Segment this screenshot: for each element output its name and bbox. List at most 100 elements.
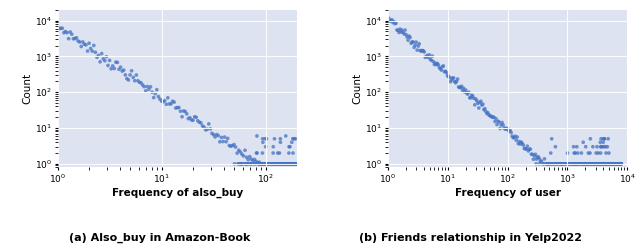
Point [430,61,440,65]
Point [588,162,598,166]
Point [276,162,286,166]
Point [212,133,222,137]
Point [482,112,492,116]
Point [586,162,596,166]
Point [276,162,286,166]
Point [288,162,298,166]
Point [591,162,601,166]
Point [612,162,623,166]
Point [273,162,284,166]
Point [87,49,97,53]
Point [273,162,283,166]
Point [595,151,605,155]
Point [291,137,301,141]
Point [609,162,620,166]
Point [589,162,599,166]
Point [141,89,151,93]
Point [266,162,276,166]
Point [601,162,611,166]
Point [388,21,398,25]
Point [401,33,411,37]
Point [290,162,300,166]
Point [601,151,611,155]
Point [274,162,284,166]
Point [615,162,625,166]
Point [255,162,266,166]
Point [564,162,574,166]
Point [398,31,408,34]
Point [486,115,496,119]
Point [571,162,581,166]
Point [400,28,410,32]
Point [473,101,483,105]
Point [451,81,461,85]
Point [575,162,585,166]
Point [597,145,607,149]
Point [598,162,608,166]
Point [569,162,579,166]
Y-axis label: Count: Count [22,73,32,104]
Point [136,81,146,85]
Point [524,147,534,151]
Point [284,162,294,166]
Point [84,41,94,45]
Point [287,137,298,141]
Point [155,97,165,101]
Point [547,162,557,166]
Point [543,162,554,166]
Point [545,162,556,166]
Point [283,162,293,166]
Point [277,162,287,166]
Point [209,133,219,137]
Point [419,50,429,54]
Point [396,30,406,34]
Point [138,83,148,87]
Point [463,92,473,96]
Point [397,28,407,32]
Point [600,162,610,166]
Point [147,90,157,94]
Point [391,21,401,25]
Point [559,162,570,166]
Point [604,162,614,166]
Point [525,147,536,151]
Point [616,162,627,166]
Point [237,162,247,166]
Point [505,128,515,132]
Point [148,96,159,100]
Point [495,127,505,131]
Point [392,28,402,32]
Point [543,162,554,166]
Point [254,162,264,166]
Point [169,100,179,104]
Point [244,155,255,159]
Point [582,162,593,166]
Point [104,59,115,62]
Point [573,162,583,166]
Point [275,162,285,166]
Point [557,162,568,166]
Point [616,162,627,166]
Point [607,162,617,166]
Point [438,64,449,68]
Point [616,162,627,166]
Point [475,101,485,105]
Point [607,162,617,166]
Point [262,162,272,166]
Point [602,162,612,166]
Point [175,109,186,113]
Point [472,99,482,103]
Point [193,119,203,123]
Point [275,162,285,166]
Point [532,155,543,159]
Point [588,145,598,149]
Point [596,145,606,149]
Point [288,162,298,166]
Point [488,115,498,119]
Point [605,162,616,166]
Point [70,37,80,41]
Point [260,162,271,166]
Point [416,49,426,53]
Point [285,162,296,166]
Point [142,85,152,89]
